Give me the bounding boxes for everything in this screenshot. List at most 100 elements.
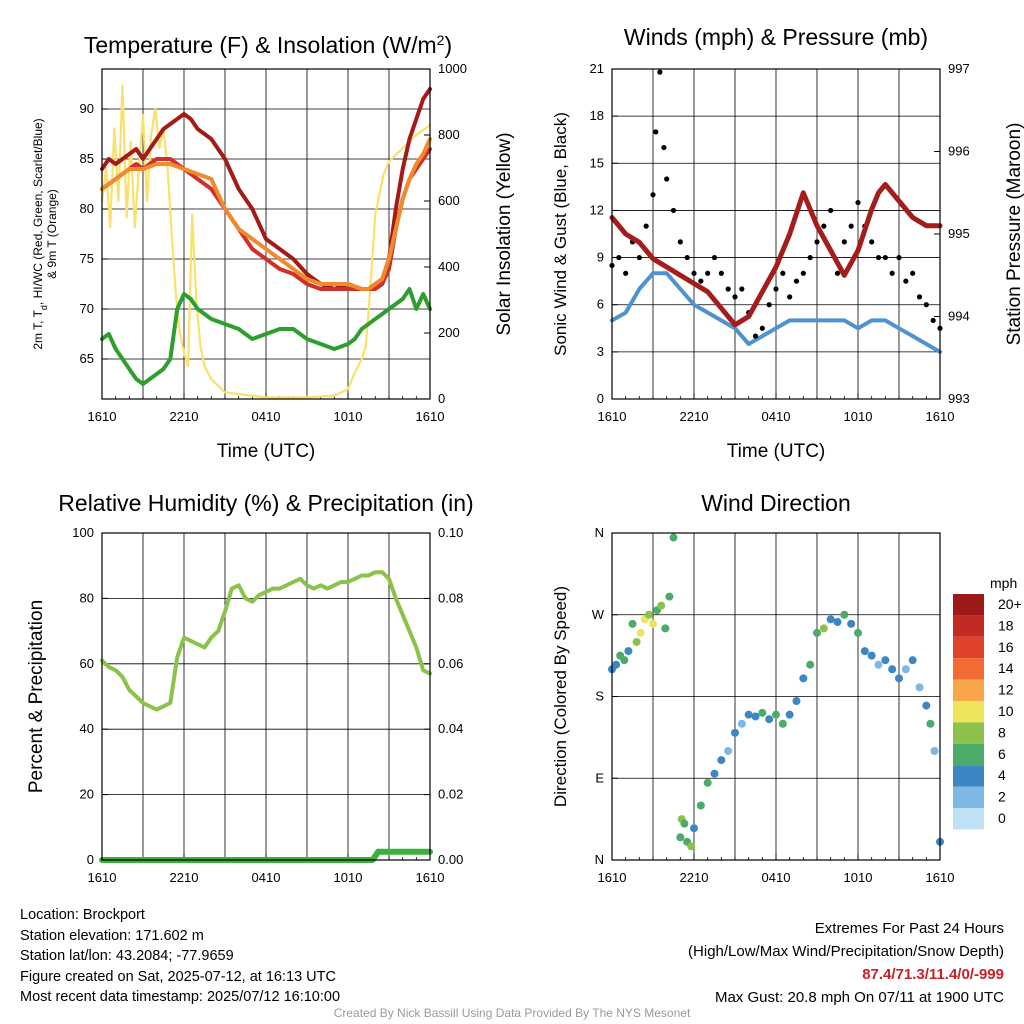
gust-point [848,223,854,229]
legend-label: 14 [998,660,1014,676]
gust-point [766,302,772,308]
elevation-text: Station elevation: 171.602 m [20,927,204,944]
direction-point [680,819,689,828]
gust-point [732,294,738,300]
direction-point [772,710,780,719]
direction-point [799,674,808,683]
y-tick-label: 0 [597,391,604,406]
direction-point [649,619,657,628]
direction-point [922,701,931,710]
station-info: Location: Brockport Station elevation: 1… [20,905,340,1008]
x-tick-label: 2210 [680,409,709,424]
y-tick-label: 60 [80,656,94,671]
direction-point [778,719,787,728]
temperature-chart: 65 70 75 80 85 90 0 200 400 600 800 1000 1610 2210 041… [31,32,515,462]
gust-point [821,223,827,229]
y-right-tick-label: 400 [438,259,460,274]
x-tick-label: 1610 [88,870,117,885]
location-text: Location: Brockport [20,907,145,923]
y-tick-label: 21 [590,61,604,76]
y-right-tick-label: 997 [948,61,970,76]
y-tick-label: W [592,607,605,622]
gust-point [923,302,929,308]
plot-frame [611,532,941,861]
y-right-tick-label: 600 [438,193,460,208]
gust-point [725,286,731,292]
x-tick-label: 1610 [598,409,627,424]
direction-point [676,833,685,842]
gust-point [841,239,847,245]
chart-title: Winds (mph) & Pressure (mb) [624,24,928,50]
direction-point [665,592,674,601]
gust-point [653,129,659,135]
x-tick-label: 1610 [926,409,955,424]
direction-point [901,665,910,674]
direction-point [710,769,719,778]
direction-point [826,615,835,624]
gust-point [636,254,642,261]
y-right-tick-label: 1000 [438,61,467,76]
legend-swatch [953,765,984,787]
direction-point [620,656,629,665]
direction-point [881,656,890,665]
direction-point [731,728,739,737]
direction-point [696,801,705,810]
y-tick-label: 15 [590,155,604,170]
direction-point [657,601,666,610]
direction-point [628,619,637,628]
gust-point [882,254,888,261]
extremes-subtitle: (High/Low/Max Wind/Precipitation/Snow De… [688,943,1004,960]
y-tick-label: 18 [590,108,604,123]
legend-label: 10 [998,703,1014,719]
gust-point [718,270,724,276]
gust-point [787,294,793,300]
legend-swatch [953,722,984,744]
gust-point [677,239,683,245]
direction-point [888,665,897,674]
x-axis-label: Time (UTC) [217,441,316,462]
gust-point [664,176,670,182]
created-text: Figure created on Sat, 2025-07-12, at 16… [20,968,336,985]
direction-point [806,660,815,669]
x-tick-label: 1010 [844,870,873,885]
y-right-tick-label: 800 [438,127,460,142]
x-tick-label: 2210 [680,870,709,885]
direction-point [854,628,862,637]
direction-point [930,747,939,755]
direction-point [703,778,712,787]
direction-point [717,756,726,765]
gust-point [869,239,875,245]
y-tick-label: 80 [80,590,94,605]
legend-swatch [953,743,984,766]
y-tick-label: 40 [80,721,94,736]
gust-point [807,254,813,261]
plot-frame [101,68,431,400]
y-right-axis-label: Station Pressure (Maroon) [1004,123,1024,346]
legend-label: 8 [998,724,1006,740]
legend-swatch [953,808,984,830]
plot-frame [101,532,431,861]
gust-point [916,294,923,300]
gust-point [759,325,765,331]
extremes-title: Extremes For Past 24 Hours [814,920,1004,937]
gust-point [684,254,690,261]
gust-point [780,270,786,276]
direction-point [751,712,760,721]
y-axis-label: Sonic Wind & Gust (Blue, Black) [551,112,570,356]
legend-label: 20+ [998,596,1022,612]
y-right-tick-label: 0.00 [438,852,463,867]
solar-series-line [100,84,432,399]
gust-point [739,286,745,292]
x-tick-label: 2210 [170,870,199,885]
y-tick-label: 65 [80,351,94,366]
legend-swatch [953,786,984,808]
x-tick-label: 0410 [762,870,791,885]
plot-frame [611,68,941,400]
y-axis-label: Direction (Colored By Speed) [551,586,570,807]
x-tick-label: 1610 [416,870,445,885]
direction-point [926,719,935,728]
y-tick-label: E [595,770,604,785]
gust-point [889,270,895,276]
